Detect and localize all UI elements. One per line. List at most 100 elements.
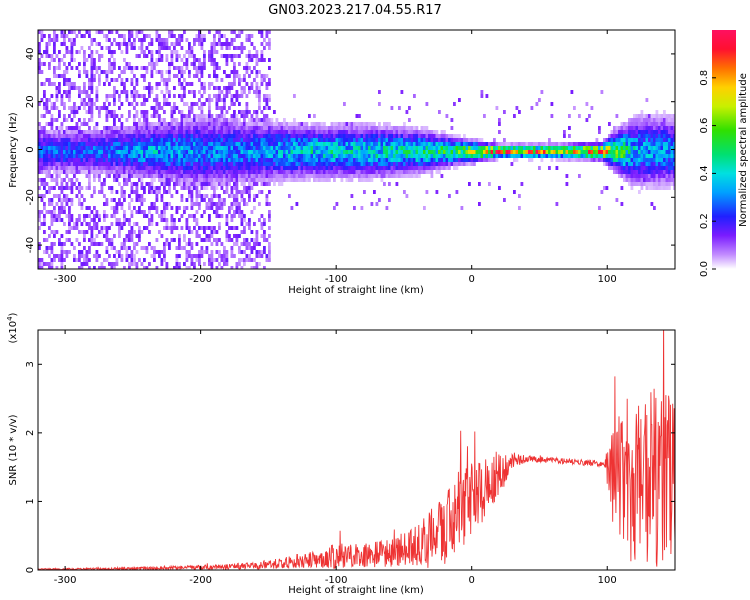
spectrogram-cell (85, 250, 89, 254)
spectrogram-cell (95, 254, 99, 258)
spectrogram-cell (250, 142, 254, 146)
spectrogram-cell (455, 190, 459, 194)
spectrogram-cell (640, 162, 644, 166)
spectrogram-cell (95, 130, 99, 134)
spectrogram-cell (208, 138, 211, 142)
spectrogram-cell (565, 174, 569, 178)
spectrogram-cell (415, 126, 419, 130)
spectrogram-cell (183, 246, 186, 250)
spectrogram-cell (50, 202, 54, 206)
spectrogram-cell (653, 146, 656, 150)
spectrogram-cell (370, 146, 374, 150)
spectrogram-cell (633, 182, 636, 186)
spectrogram-cell (455, 162, 459, 166)
spectrogram-cell (528, 142, 531, 146)
spectrogram-cell (123, 238, 126, 242)
spectrogram-cell (150, 74, 154, 78)
spectrogram-cell (638, 162, 641, 166)
spectrogram-cell (633, 146, 636, 150)
spectrogram-cell (640, 126, 644, 130)
spectrogram-cell (563, 146, 566, 150)
spectrogram-cell (165, 146, 169, 150)
spectrogram-cell (558, 158, 561, 162)
spectrogram-cell (218, 202, 221, 206)
spectrogram-cell (333, 122, 336, 126)
spectrogram-cell (113, 98, 116, 102)
spectrogram-cell (180, 142, 184, 146)
spectrogram-cell (255, 86, 259, 90)
spectrogram-cell (70, 58, 74, 62)
spectrogram-cell (155, 58, 159, 62)
spectrogram-cell (245, 254, 249, 258)
spectrogram-cell (58, 194, 61, 198)
spectrogram-cell (190, 90, 194, 94)
spectrogram-cell (323, 154, 326, 158)
spectrogram-cell (55, 98, 59, 102)
spectrogram-cell (188, 106, 191, 110)
spectrogram-cell (278, 182, 281, 186)
spectrogram-cell (413, 134, 416, 138)
spectrogram-cell (135, 78, 139, 82)
spectrogram-cell (133, 86, 136, 90)
spectrogram-cell (303, 162, 306, 166)
spectrogram-cell (448, 154, 451, 158)
spectrogram-cell (243, 250, 246, 254)
spectrogram-cell (508, 142, 511, 146)
spectrogram-cell (158, 214, 161, 218)
spectrogram-cell (68, 94, 71, 98)
spectrogram-cell (45, 146, 49, 150)
spectrogram-cell (110, 222, 114, 226)
spectrogram-cell (653, 142, 656, 146)
spectrogram-cell (318, 174, 321, 178)
spectrogram-cell (213, 142, 216, 146)
spectrogram-cell (115, 258, 119, 262)
spectrogram-cell (225, 86, 229, 90)
spectrogram-cell (135, 130, 139, 134)
spectrogram-cell (150, 138, 154, 142)
spectrogram-cell (428, 162, 431, 166)
spectrogram-cell (388, 130, 391, 134)
spectrogram-cell (195, 154, 199, 158)
spectrogram-cell (183, 234, 186, 238)
spectrogram-cell (108, 242, 111, 246)
spectrogram-cell (233, 166, 236, 170)
spectrogram-cell (105, 150, 109, 154)
spectrogram-cell (48, 82, 51, 86)
spectrogram-cell (148, 34, 151, 38)
spectrogram-cell (168, 170, 171, 174)
spectrogram-cell (145, 146, 149, 150)
spectrogram-cell (270, 154, 274, 158)
spectrogram-cell (175, 138, 179, 142)
spectrogram-cell (60, 138, 64, 142)
spectrogram-cell (213, 226, 216, 230)
spectrogram-cell (193, 154, 196, 158)
spectrogram-cell (120, 254, 124, 258)
spectrogram-cell (75, 142, 79, 146)
spectrogram-cell (143, 214, 146, 218)
spectrogram-cell (145, 174, 149, 178)
spectrogram-cell (343, 146, 346, 150)
spectrogram-cell (135, 186, 139, 190)
spectrogram-cell (200, 154, 204, 158)
spectrogram-cell (80, 202, 84, 206)
spectrogram-cell (348, 166, 351, 170)
spectrogram-cell (233, 126, 236, 130)
spectrogram-cell (95, 242, 99, 246)
spectrogram-cell (160, 218, 164, 222)
spectrogram-cell (158, 190, 161, 194)
spectrogram-cell (75, 162, 79, 166)
spectrogram-cell (85, 102, 89, 106)
spectrogram-cell (133, 154, 136, 158)
spectrogram-cell (198, 174, 201, 178)
spectrogram-cell (388, 142, 391, 146)
spectrogram-cell (308, 146, 311, 150)
spectrogram-cell (485, 146, 489, 150)
spectrogram-cell (280, 182, 284, 186)
spectrogram-cell (178, 142, 181, 146)
spectrogram-cell (175, 226, 179, 230)
spectrogram-cell (203, 58, 206, 62)
spectrogram-cell (340, 166, 344, 170)
spectrogram-cell (155, 122, 159, 126)
spectrogram-cell (570, 90, 574, 94)
spectrogram-cell (48, 34, 51, 38)
